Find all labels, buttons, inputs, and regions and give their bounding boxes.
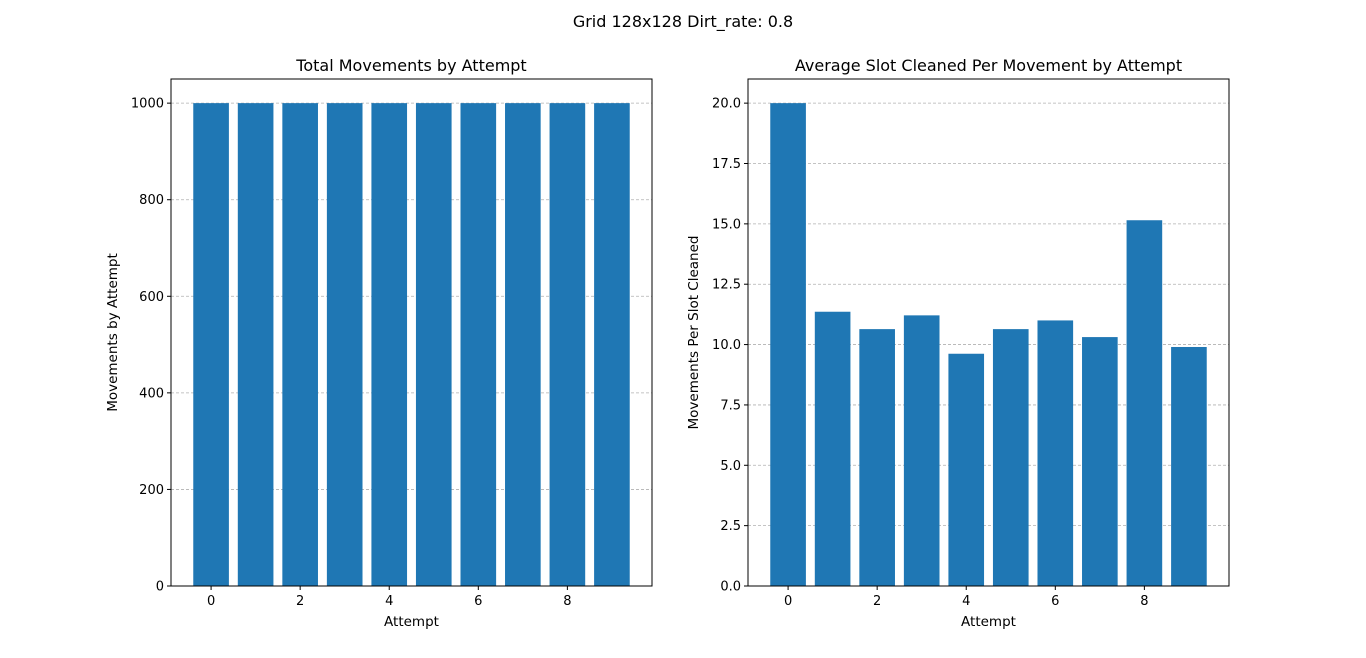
y-tick-label: 0.0 bbox=[720, 580, 741, 595]
chart-title: Average Slot Cleaned Per Movement by Att… bbox=[795, 56, 1182, 75]
bar-attempt-6 bbox=[460, 103, 497, 587]
y-tick-label: 5.0 bbox=[720, 459, 741, 474]
y-tick-label: 0 bbox=[156, 580, 164, 595]
x-axis-label: Attempt bbox=[961, 614, 1016, 630]
bar-attempt-0 bbox=[193, 103, 229, 587]
chart-total-movements: 0 200 400 600 800 1000 0 2 4 6 8 Total Movements by… bbox=[105, 56, 653, 630]
y-axis-label: Movements Per Slot Cleaned bbox=[686, 236, 702, 430]
figure-suptitle: Grid 128x128 Dirt_rate: 0.8 bbox=[573, 12, 793, 32]
bar-attempt-8 bbox=[549, 103, 586, 587]
bar-attempt-2 bbox=[859, 329, 895, 586]
x-tick-label: 0 bbox=[207, 594, 215, 609]
x-tick-label: 4 bbox=[962, 594, 970, 609]
x-tick-label: 6 bbox=[474, 594, 482, 609]
x-tick-label: 0 bbox=[784, 594, 792, 609]
bar-attempt-9 bbox=[594, 103, 630, 587]
chart-average-slot-cleaned: 0.0 2.5 5.0 7.5 10.0 12.5 15.0 17.5 20.0 0 2 4 6 8 Ave… bbox=[686, 56, 1230, 630]
bar-attempt-3 bbox=[326, 103, 363, 587]
x-tick-label: 8 bbox=[563, 594, 571, 609]
y-tick-label: 17.5 bbox=[712, 157, 741, 172]
bar-attempt-6 bbox=[1037, 320, 1074, 586]
y-tick-label: 15.0 bbox=[712, 217, 741, 232]
y-tick-label: 10.0 bbox=[712, 338, 741, 353]
y-tick-label: 20.0 bbox=[712, 97, 741, 112]
axes-frame bbox=[170, 78, 653, 587]
x-tick-label: 8 bbox=[1140, 594, 1148, 609]
bar-attempt-9 bbox=[1171, 346, 1207, 586]
bar-attempt-4 bbox=[371, 103, 408, 587]
y-tick-label: 400 bbox=[139, 386, 164, 401]
y-tick-label: 600 bbox=[139, 290, 164, 305]
x-tick-label: 4 bbox=[385, 594, 393, 609]
y-tick-label: 200 bbox=[139, 483, 164, 498]
x-tick-label: 6 bbox=[1051, 594, 1059, 609]
bar-attempt-0 bbox=[770, 103, 806, 587]
bar-attempt-1 bbox=[814, 311, 851, 586]
bar-attempt-8 bbox=[1126, 220, 1163, 586]
bar-attempt-7 bbox=[1082, 337, 1118, 586]
x-tick-label: 2 bbox=[873, 594, 881, 609]
bar-attempt-2 bbox=[282, 103, 318, 587]
y-tick-label: 7.5 bbox=[720, 398, 741, 413]
bar-attempt-7 bbox=[505, 103, 541, 587]
bar-attempt-5 bbox=[992, 329, 1029, 586]
y-axis-label: Movements by Attempt bbox=[105, 253, 121, 412]
y-tick-label: 1000 bbox=[131, 97, 164, 112]
chart-title: Total Movements by Attempt bbox=[295, 56, 526, 75]
axes-frame bbox=[747, 78, 1230, 587]
bar-attempt-3 bbox=[903, 315, 940, 586]
bar-attempt-4 bbox=[948, 353, 985, 586]
y-tick-label: 2.5 bbox=[720, 519, 741, 534]
y-tick-label: 12.5 bbox=[712, 278, 741, 293]
x-tick-label: 2 bbox=[296, 594, 304, 609]
bar-attempt-1 bbox=[237, 103, 274, 587]
bar-attempt-5 bbox=[415, 103, 452, 587]
x-axis-label: Attempt bbox=[384, 614, 439, 630]
y-tick-label: 800 bbox=[139, 193, 164, 208]
